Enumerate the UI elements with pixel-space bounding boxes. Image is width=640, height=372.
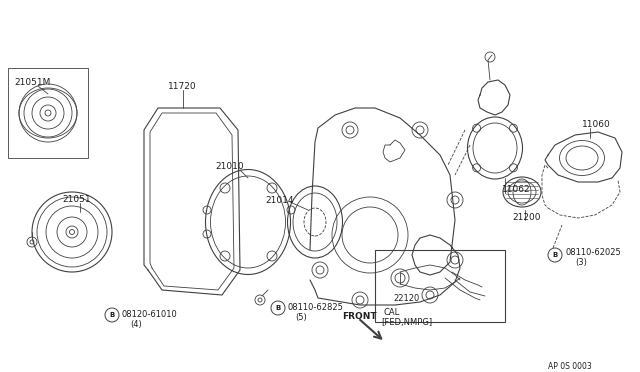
Text: 11060: 11060: [582, 120, 611, 129]
Text: (4): (4): [130, 320, 141, 329]
Bar: [8, 68, 88, 158]
Circle shape: [548, 248, 562, 262]
Circle shape: [105, 308, 119, 322]
Text: (5): (5): [295, 313, 307, 322]
Text: 21010: 21010: [215, 162, 244, 171]
Text: B: B: [109, 312, 115, 318]
Text: 08110-62025: 08110-62025: [565, 248, 621, 257]
Text: 21051M: 21051M: [14, 78, 51, 87]
Text: 11062: 11062: [502, 185, 531, 194]
Text: B: B: [275, 305, 280, 311]
Bar: [375, 250, 505, 322]
Text: B: B: [552, 252, 557, 258]
Text: [FED,NMPG]: [FED,NMPG]: [381, 318, 432, 327]
Text: 08110-62825: 08110-62825: [287, 303, 343, 312]
Text: FRONT: FRONT: [342, 312, 376, 321]
Text: 11720: 11720: [168, 82, 196, 91]
Circle shape: [271, 301, 285, 315]
Text: 21051: 21051: [62, 195, 91, 204]
Text: AP 0S 0003: AP 0S 0003: [548, 362, 592, 371]
Text: 21014: 21014: [265, 196, 294, 205]
Text: 08120-61010: 08120-61010: [122, 310, 178, 319]
Text: (3): (3): [575, 258, 587, 267]
Text: 21200: 21200: [512, 213, 541, 222]
Text: 22120: 22120: [393, 294, 419, 303]
Text: CAL: CAL: [383, 308, 399, 317]
